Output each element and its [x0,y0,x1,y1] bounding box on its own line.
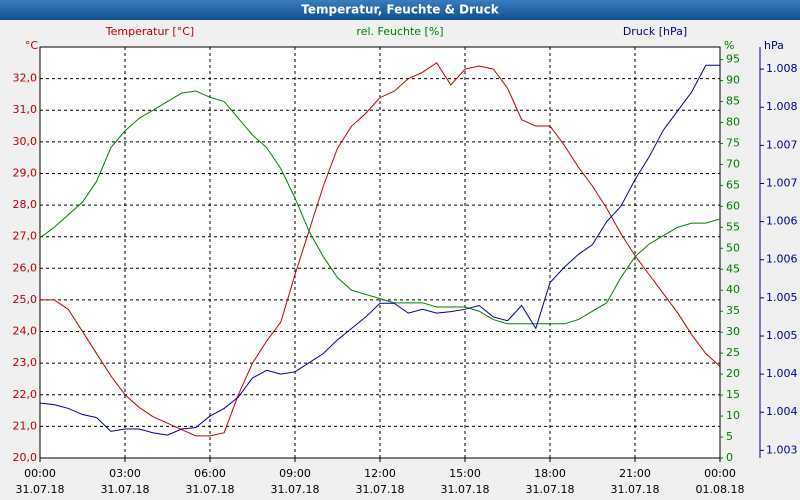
x-tick-date: 31.07.18 [441,483,490,496]
y3-tick-label: 1.003 [766,443,798,456]
series-line [39,90,721,325]
y2-tick-label: 75 [726,136,740,149]
y3-axis-unit: hPa [764,39,784,52]
y2-tick-label: 85 [726,95,740,108]
y2-tick-label: 50 [726,241,740,254]
y-tick-label: 24,0 [13,325,38,338]
series-line [39,64,720,436]
y-tick-label: 32,0 [13,72,38,85]
y-tick-label: 28,0 [13,198,38,211]
x-tick-label: 12:00 [364,467,396,480]
y2-tick-label: 30 [726,325,740,338]
chart-title: Temperatur, Feuchte & Druck [301,3,499,17]
y3-tick-label: 1.008 [766,62,798,75]
title-bar [0,0,800,20]
y-tick-label: 21,0 [13,419,38,432]
y2-tick-label: 95 [726,53,740,66]
y2-tick-label: 40 [726,283,740,296]
y2-tick-label: 55 [726,220,740,233]
y-tick-label: 27,0 [13,230,38,243]
y2-tick-label: 20 [726,367,740,380]
y-tick-label: 30,0 [13,135,38,148]
x-tick-date: 31.07.18 [526,483,575,496]
y2-tick-label: 10 [726,409,740,422]
series-line [40,62,721,437]
x-tick-label: 09:00 [279,467,311,480]
y3-tick-label: 1.007 [766,138,798,151]
y2-tick-label: 65 [726,178,740,191]
y2-tick-label: 35 [726,304,740,317]
legend-label: rel. Feuchte [%] [356,25,443,38]
y3-tick-label: 1.005 [766,291,798,304]
y-tick-label: 22,0 [13,388,38,401]
y3-tick-label: 1.005 [766,329,798,342]
y3-tick-label: 1.008 [766,100,798,113]
y2-tick-label: 45 [726,262,740,275]
y2-tick-label: 25 [726,346,740,359]
y3-tick-label: 1.004 [766,405,798,418]
x-tick-label: 18:00 [534,467,566,480]
y-tick-label: 26,0 [13,261,38,274]
y-tick-label: 25,0 [13,293,38,306]
y-axis-unit: °C [25,39,39,52]
x-tick-date: 31.07.18 [271,483,320,496]
y3-tick-label: 1.007 [766,176,798,189]
y2-axis-unit: % [724,39,734,52]
y2-tick-label: 0 [726,451,733,464]
x-tick-date: 01.08.18 [696,483,745,496]
y3-tick-label: 1.006 [766,253,798,266]
y3-tick-label: 1.006 [766,215,798,228]
x-tick-label: 00:00 [704,467,736,480]
y-tick-label: 20,0 [13,451,38,464]
y2-tick-label: 60 [726,199,740,212]
x-tick-label: 00:00 [24,467,56,480]
x-tick-label: 03:00 [109,467,141,480]
y-tick-label: 23,0 [13,356,38,369]
y2-tick-label: 5 [726,430,733,443]
y-tick-label: 29,0 [13,166,38,179]
y2-tick-label: 90 [726,74,740,87]
x-tick-date: 31.07.18 [611,483,660,496]
x-tick-date: 31.07.18 [186,483,235,496]
y2-tick-label: 70 [726,157,740,170]
y2-tick-label: 80 [726,115,740,128]
x-tick-label: 06:00 [194,467,226,480]
x-tick-date: 31.07.18 [16,483,65,496]
legend-label: Druck [hPa] [623,25,687,38]
y3-tick-label: 1.004 [766,367,798,380]
x-tick-date: 31.07.18 [356,483,405,496]
x-tick-label: 15:00 [449,467,481,480]
x-tick-date: 31.07.18 [101,483,150,496]
y-tick-label: 31,0 [13,103,38,116]
x-tick-label: 21:00 [619,467,651,480]
y2-tick-label: 15 [726,388,740,401]
legend-label: Temperatur [°C] [105,25,194,38]
